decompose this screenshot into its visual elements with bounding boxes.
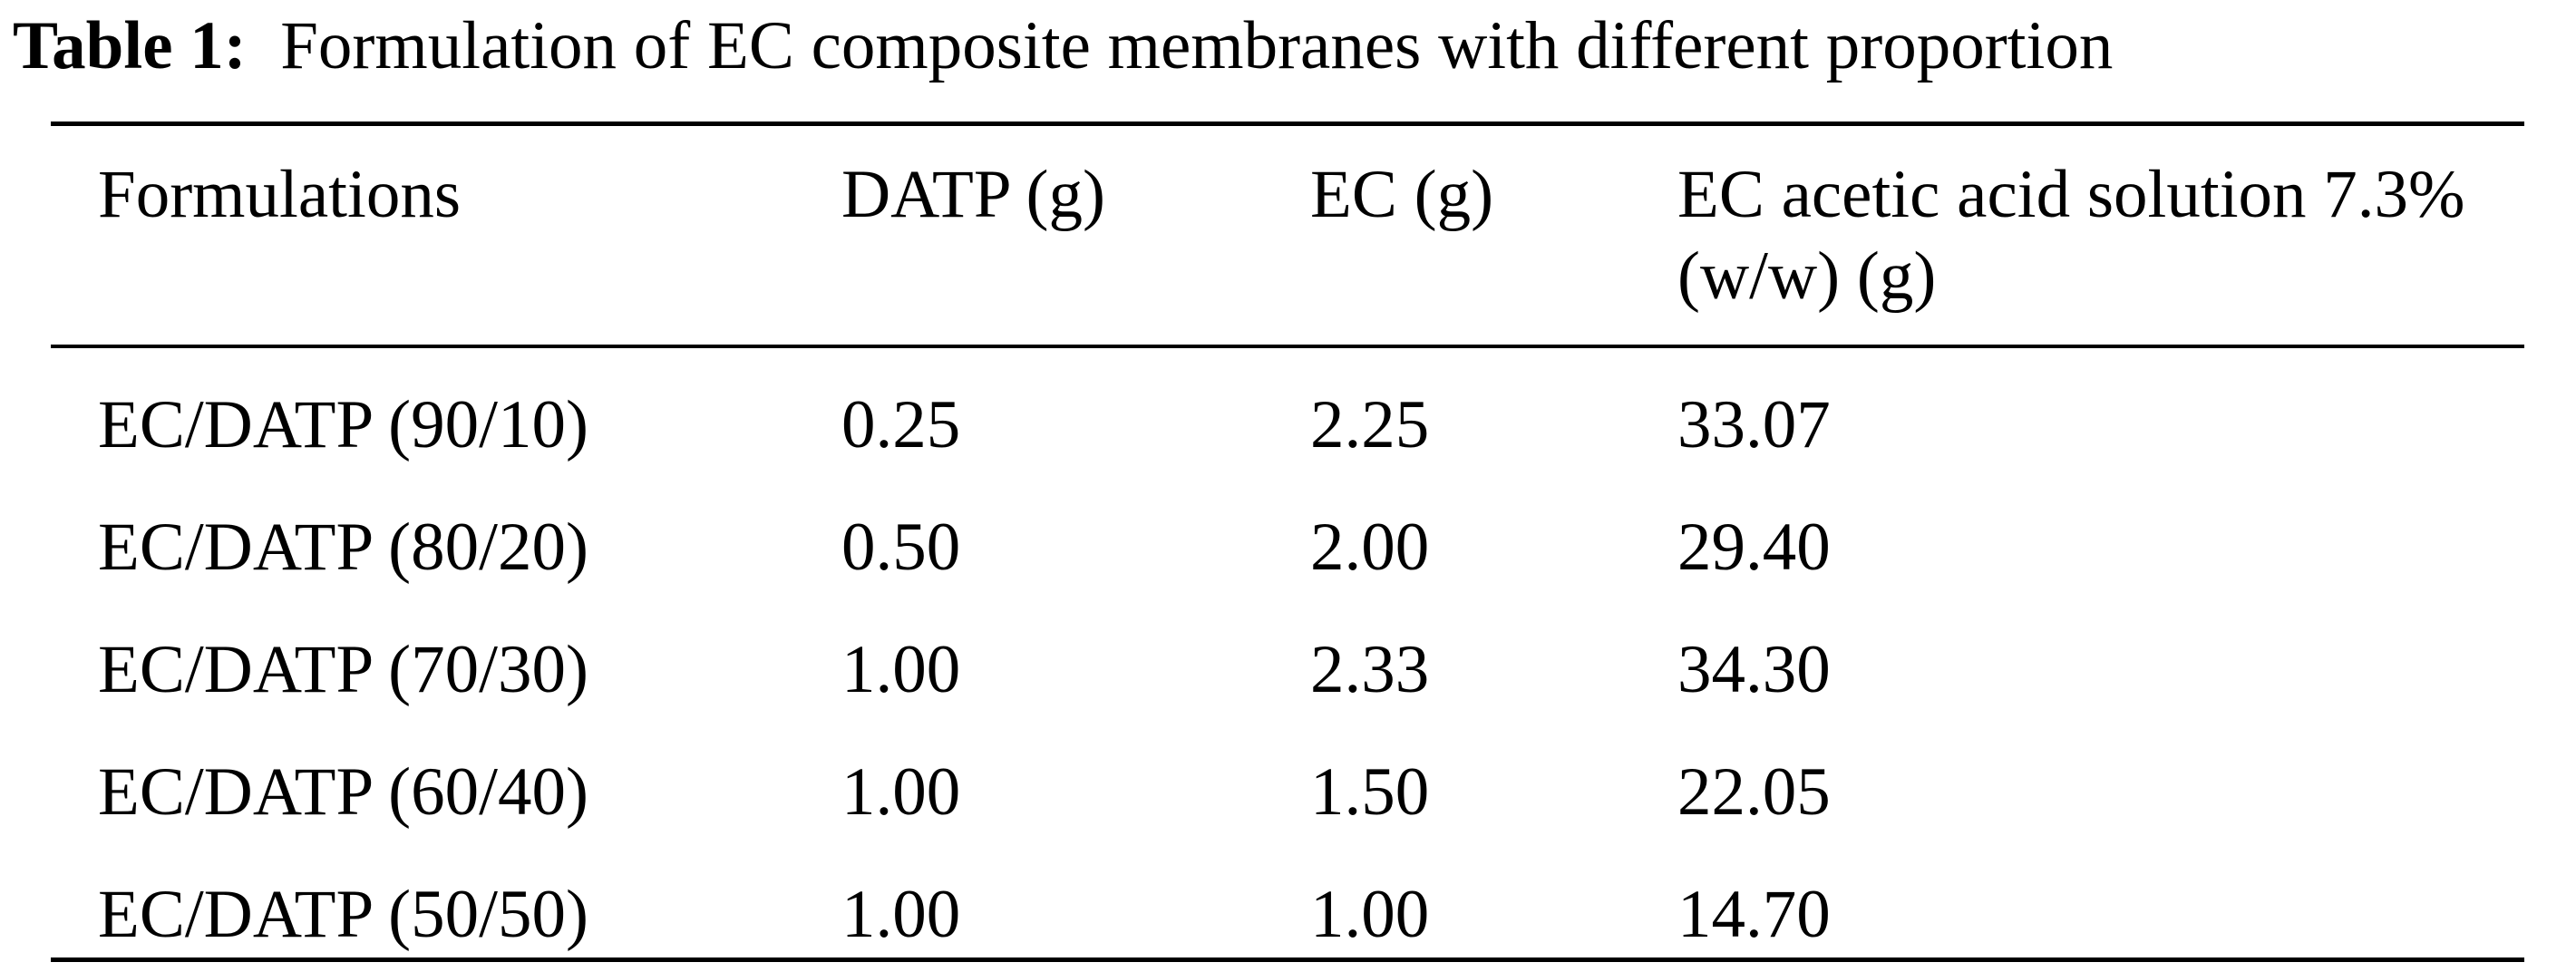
header-rule [51, 345, 2524, 348]
header-ec-acetic-acid-solution: EC acetic acid solution 7.3% (w/w) (g) [1677, 157, 2465, 314]
row-formulation: EC/DATP (80/20) [98, 510, 588, 585]
table-caption: Table 1: Formulation of EC composite mem… [13, 5, 2570, 87]
row-datp-value: 1.00 [841, 632, 961, 707]
row-ec-value: 2.00 [1310, 510, 1430, 585]
row-formulation: EC/DATP (70/30) [98, 632, 588, 707]
bottom-rule [51, 957, 2524, 962]
row-formulation: EC/DATP (50/50) [98, 877, 588, 952]
row-datp-value: 0.25 [841, 387, 961, 462]
row-solution-value: 14.70 [1677, 877, 1831, 952]
row-solution-value: 29.40 [1677, 510, 1831, 585]
row-datp-value: 1.00 [841, 754, 961, 830]
header-ec: EC (g) [1310, 157, 1494, 232]
row-datp-value: 0.50 [841, 510, 961, 585]
row-solution-value: 34.30 [1677, 632, 1831, 707]
row-ec-value: 1.00 [1310, 877, 1430, 952]
row-ec-value: 1.50 [1310, 754, 1430, 830]
row-formulation: EC/DATP (90/10) [98, 387, 588, 462]
header-formulations: Formulations [98, 157, 462, 232]
row-ec-value: 2.33 [1310, 632, 1430, 707]
row-datp-value: 1.00 [841, 877, 961, 952]
row-solution-value: 33.07 [1677, 387, 1831, 462]
caption-text: Formulation of EC composite membranes wi… [280, 8, 2114, 83]
caption-label: Table 1: [13, 8, 247, 83]
row-formulation: EC/DATP (60/40) [98, 754, 588, 830]
header-datp: DATP (g) [841, 157, 1105, 232]
top-rule [51, 122, 2524, 126]
row-solution-value: 22.05 [1677, 754, 1831, 830]
row-ec-value: 2.25 [1310, 387, 1430, 462]
